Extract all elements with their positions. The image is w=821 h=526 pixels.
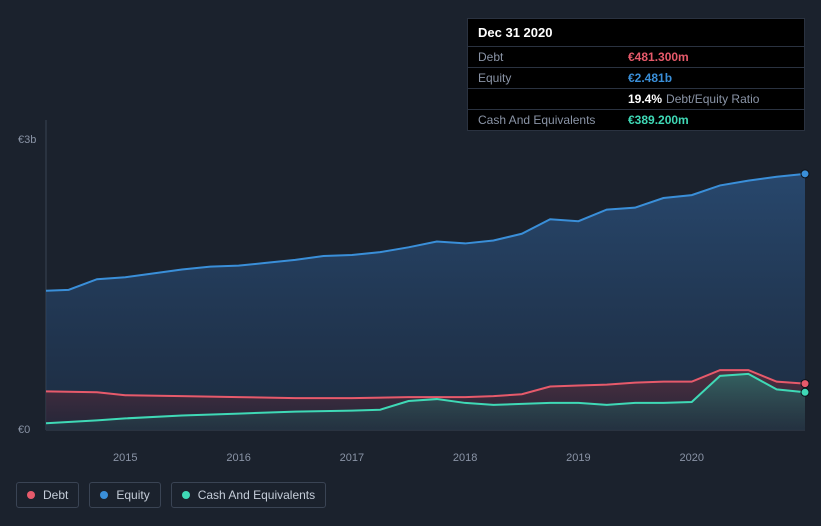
legend-item-debt[interactable]: Debt <box>16 482 79 508</box>
x-axis-tick: 2017 <box>340 452 364 464</box>
tooltip-row: 19.4%Debt/Equity Ratio <box>468 88 804 109</box>
y-axis-tick: €0 <box>18 424 30 436</box>
tooltip-row-extra: Debt/Equity Ratio <box>666 92 759 106</box>
tooltip-row-value: €2.481b <box>628 71 672 85</box>
legend-item-cash-and-equivalents[interactable]: Cash And Equivalents <box>171 482 326 508</box>
tooltip-row-label: Equity <box>478 71 628 85</box>
legend-label: Debt <box>43 488 68 502</box>
legend-dot-icon <box>27 491 35 499</box>
tooltip-row: Cash And Equivalents€389.200m <box>468 109 804 130</box>
legend-dot-icon <box>100 491 108 499</box>
x-axis-tick: 2020 <box>679 452 703 464</box>
legend-item-equity[interactable]: Equity <box>89 482 160 508</box>
y-axis-tick: €3b <box>18 134 36 146</box>
x-axis-tick: 2019 <box>566 452 590 464</box>
x-axis-tick: 2015 <box>113 452 137 464</box>
x-axis-tick: 2018 <box>453 452 477 464</box>
marker-equity <box>801 170 809 178</box>
tooltip-row-label: Cash And Equivalents <box>478 113 628 127</box>
tooltip-row-value: 19.4%Debt/Equity Ratio <box>628 92 759 106</box>
x-axis-tick: 2016 <box>226 452 250 464</box>
legend-label: Equity <box>116 488 149 502</box>
chart-tooltip: Dec 31 2020 Debt€481.300mEquity€2.481b19… <box>467 18 805 131</box>
chart-legend: Debt Equity Cash And Equivalents <box>16 482 326 508</box>
tooltip-row-label <box>478 92 628 106</box>
tooltip-date: Dec 31 2020 <box>468 19 804 46</box>
tooltip-row-value: €481.300m <box>628 50 689 64</box>
tooltip-row: Debt€481.300m <box>468 46 804 67</box>
legend-label: Cash And Equivalents <box>198 488 315 502</box>
marker-debt <box>801 380 809 388</box>
tooltip-row-label: Debt <box>478 50 628 64</box>
tooltip-row-value: €389.200m <box>628 113 689 127</box>
tooltip-row: Equity€2.481b <box>468 67 804 88</box>
marker-cash-and-equivalents <box>801 388 809 396</box>
legend-dot-icon <box>182 491 190 499</box>
